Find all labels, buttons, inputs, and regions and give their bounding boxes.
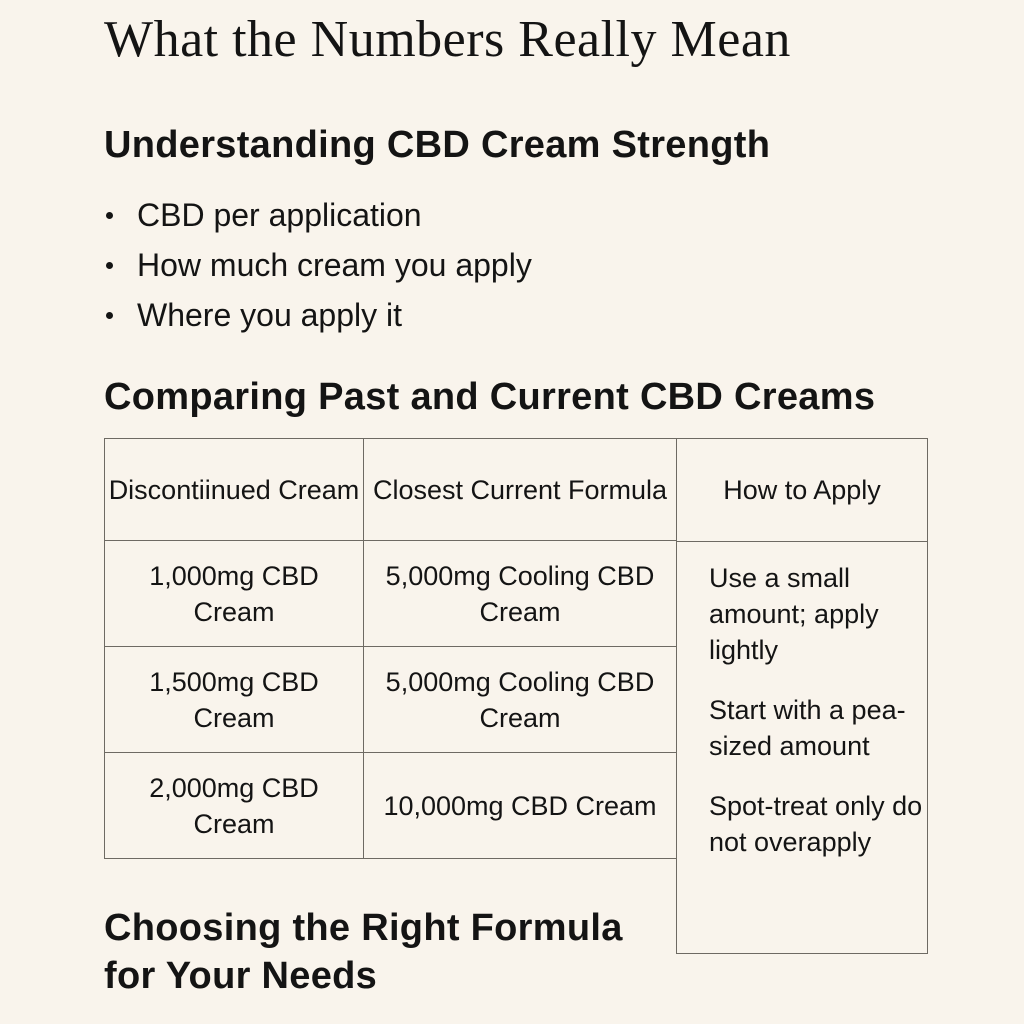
header-discontinued: Discontiinued Cream (104, 438, 364, 541)
section-heading-strength: Understanding CBD Cream Strength (104, 124, 771, 166)
comparison-table: Discontiinued Cream Closest Current Form… (104, 438, 677, 859)
table-header-row: Discontiinued Cream Closest Current Form… (104, 438, 677, 541)
apply-note: Start with a pea-sized amount (709, 695, 906, 761)
header-current-formula: Closest Current Formula (363, 438, 677, 541)
list-item: CBD per application (104, 190, 532, 240)
bullet-icon (106, 211, 113, 219)
table-row: 2,000mg CBD Cream 10,000mg CBD Cream (104, 752, 677, 859)
section-heading-choosing: Choosing the Right Formula for Your Need… (104, 907, 623, 997)
table-row: 1,000mg CBD Cream 5,000mg Cooling CBD Cr… (104, 540, 677, 647)
header-how-to-apply: How to Apply (677, 439, 927, 542)
apply-notes: Use a small amount; apply lightly Start … (677, 542, 927, 860)
table-row: 1,500mg CBD Cream 5,000mg Cooling CBD Cr… (104, 646, 677, 753)
bullet-icon (106, 311, 113, 319)
list-item: Where you apply it (104, 290, 532, 340)
apply-note: Use a small amount; apply lightly (709, 563, 879, 665)
section-heading-comparison: Comparing Past and Current CBD Creams (104, 376, 876, 418)
strength-factors-list: CBD per application How much cream you a… (104, 190, 532, 340)
bullet-icon (106, 261, 113, 269)
page-title: What the Numbers Really Mean (104, 11, 791, 68)
apply-note: Spot-treat only do not overapply (709, 791, 923, 857)
how-to-apply-column: How to Apply Use a small amount; apply l… (676, 438, 928, 954)
list-item: How much cream you apply (104, 240, 532, 290)
